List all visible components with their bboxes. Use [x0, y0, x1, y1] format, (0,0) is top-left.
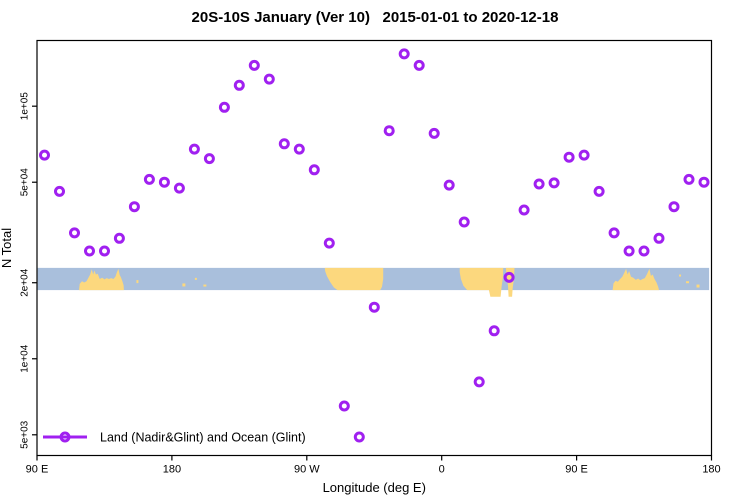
data-point [248, 59, 260, 71]
data-point [383, 125, 395, 137]
plot-border [36, 39, 713, 457]
islet [686, 281, 690, 284]
data-point [263, 73, 275, 85]
data-point [323, 237, 335, 249]
data-point [533, 178, 545, 190]
data-point [353, 431, 365, 443]
y-axis-ticks: 1e+05 5e+04 2e+04 1e+04 5e+03 [20, 92, 37, 449]
islet [203, 284, 207, 287]
data-point [203, 153, 215, 165]
y-tick-label: 2e+04 [20, 268, 31, 297]
data-point [338, 400, 350, 412]
data-point [488, 325, 500, 337]
x-axis-ticks: 90 E 180 90 W 0 90 E 180 [26, 455, 721, 476]
data-point [278, 138, 290, 150]
islet [136, 280, 139, 284]
x-tick-label: 0 [439, 464, 445, 476]
islet [679, 274, 682, 277]
land-patch-south-america [324, 267, 384, 291]
data-point [563, 151, 575, 163]
islet [194, 277, 197, 280]
legend-label: Land (Nadir&Glint) and Ocean (Glint) [100, 431, 306, 445]
y-tick-label: 5e+04 [20, 168, 31, 197]
islet [696, 284, 700, 288]
chart-title: 20S-10S January (Ver 10) 2015-01-01 to 2… [191, 9, 559, 26]
data-point [69, 227, 80, 239]
data-point [653, 232, 665, 244]
data-point [188, 143, 200, 155]
data-point [428, 127, 440, 139]
x-tick-label: 90 W [294, 464, 320, 476]
data-point [443, 179, 455, 191]
data-point [458, 216, 470, 228]
data-point [39, 149, 50, 161]
islet [182, 283, 186, 287]
data-point [293, 143, 305, 155]
data-point [84, 245, 95, 257]
legend: Land (Nadir&Glint) and Ocean (Glint) [43, 431, 306, 445]
data-point [548, 177, 560, 189]
data-point [398, 48, 410, 60]
data-point [698, 176, 710, 188]
data-point [54, 185, 65, 197]
y-tick-label: 5e+03 [20, 420, 31, 449]
data-point [143, 173, 155, 185]
legend-marker-icon [59, 431, 71, 443]
data-point [233, 79, 245, 91]
y-tick-label: 1e+05 [20, 92, 31, 121]
land-patch-africa [459, 267, 504, 297]
data-point [608, 227, 620, 239]
x-tick-label: 180 [163, 464, 181, 476]
data-point [368, 301, 380, 313]
land-patch-australia-east-wrap [612, 268, 659, 291]
x-tick-label: 90 E [26, 464, 49, 476]
data-point [158, 176, 170, 188]
x-axis-label: Longitude (deg E) [323, 480, 426, 495]
y-tick-label: 1e+04 [20, 344, 31, 373]
data-point [683, 173, 695, 185]
data-point [473, 376, 485, 388]
x-tick-label: 90 E [565, 464, 588, 476]
data-point [668, 201, 680, 213]
data-point [503, 271, 515, 283]
data-point [113, 232, 125, 244]
data-point [638, 245, 650, 257]
land-patch-australia-west-wrap [79, 268, 124, 291]
data-point [593, 185, 605, 197]
data-point [128, 201, 140, 213]
data-points [39, 48, 710, 443]
data-point [413, 59, 425, 71]
x-tick-label: 180 [702, 464, 720, 476]
map-strip [37, 267, 710, 297]
data-point [578, 149, 590, 161]
data-point [99, 245, 110, 257]
data-point [173, 182, 185, 194]
data-point [218, 101, 230, 113]
y-axis-label: N Total [0, 228, 14, 268]
data-point [623, 245, 635, 257]
data-point [308, 164, 320, 176]
data-point [518, 204, 530, 216]
